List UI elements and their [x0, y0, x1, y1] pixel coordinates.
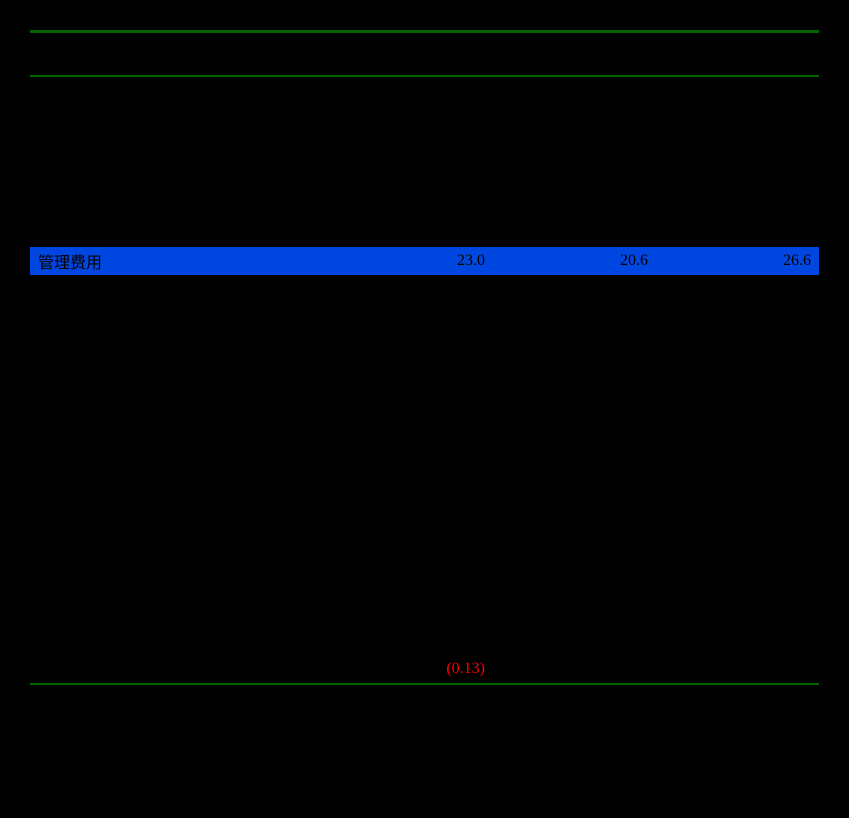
- row-label: 管理费用: [30, 249, 330, 273]
- table-bottom-border: [30, 683, 819, 685]
- table-container: 管理费用 23.0 20.6 26.6 (0.13): [0, 0, 849, 715]
- empty-rows-block-2: [30, 275, 819, 655]
- table-top-border: [30, 30, 819, 33]
- table-row-highlighted: 管理费用 23.0 20.6 26.6: [30, 247, 819, 275]
- header-gap: [30, 37, 819, 75]
- empty-rows-block-1: [30, 77, 819, 247]
- row-neg-value-1: (0.13): [330, 660, 493, 678]
- row-value-2: 20.6: [493, 252, 656, 270]
- table-row-negative: (0.13): [30, 655, 819, 683]
- row-value-1: 23.0: [330, 252, 493, 270]
- row-value-3: 26.6: [656, 252, 819, 270]
